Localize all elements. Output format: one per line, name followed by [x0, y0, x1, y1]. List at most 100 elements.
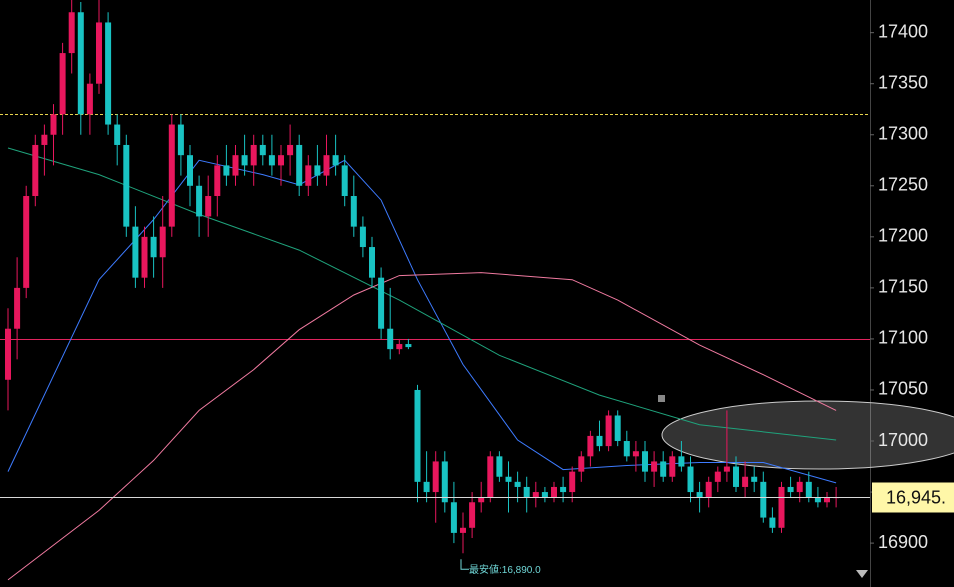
- candle-body: [196, 185, 203, 217]
- candle-body: [778, 486, 785, 528]
- moving-average: [7, 272, 837, 581]
- candle-body: [441, 461, 448, 503]
- moving-average: [7, 147, 837, 441]
- candle-body: [423, 481, 430, 493]
- candle-body: [496, 456, 503, 477]
- candle-body: [268, 155, 275, 166]
- marker-square: [658, 395, 665, 402]
- candle-body: [705, 481, 712, 498]
- candle-body: [514, 481, 521, 487]
- y-tick-label: 17000: [878, 430, 928, 450]
- candle-body: [77, 12, 84, 115]
- candle-body: [187, 155, 193, 186]
- candle-body: [405, 344, 412, 348]
- scroll-arrow[interactable]: [856, 570, 868, 578]
- y-tick-label: 17250: [878, 175, 928, 195]
- last-price-label: 16,945.: [886, 487, 946, 507]
- y-tick-label: 16900: [878, 532, 928, 552]
- candle-body: [814, 497, 821, 503]
- candle-body: [478, 497, 485, 503]
- candle-body: [614, 415, 621, 442]
- candle-body: [32, 144, 39, 197]
- candle-body: [23, 196, 30, 288]
- candle-body: [86, 83, 93, 115]
- candle-body: [432, 461, 439, 493]
- y-tick-label: 17400: [878, 21, 928, 41]
- candle-body: [214, 165, 221, 197]
- candle-body: [287, 144, 294, 156]
- candle-body: [569, 471, 576, 493]
- candle-body: [450, 502, 457, 533]
- candle-body: [596, 435, 603, 447]
- candle-body: [487, 456, 494, 498]
- y-tick-label: 17200: [878, 226, 928, 246]
- candle-body: [168, 124, 175, 227]
- candle-body: [669, 456, 676, 477]
- candle-body: [578, 456, 585, 472]
- candle-body: [114, 124, 121, 145]
- candle-body: [59, 53, 66, 115]
- candle-body: [642, 451, 648, 472]
- candle-body: [5, 328, 11, 380]
- candle-body: [50, 114, 57, 135]
- candle-body: [250, 144, 257, 166]
- candle-body: [177, 124, 184, 156]
- candle-body: [141, 236, 148, 278]
- candle-body: [505, 476, 512, 482]
- candle-body: [678, 456, 685, 467]
- candle-body: [359, 226, 366, 248]
- y-tick-label: 17150: [878, 277, 928, 297]
- candle-body: [387, 328, 394, 350]
- candle-body: [323, 155, 330, 176]
- candle-body: [132, 226, 139, 278]
- candle-body: [378, 277, 385, 329]
- candle-body: [150, 236, 157, 258]
- candle-body: [332, 155, 339, 166]
- last-price-box: [872, 482, 954, 513]
- candle-body: [587, 435, 594, 457]
- candle-body: [723, 466, 730, 472]
- candle-body: [714, 471, 721, 482]
- candle-body: [159, 226, 166, 258]
- candle-body: [259, 144, 266, 156]
- candle-body: [532, 492, 539, 498]
- candle-body: [41, 134, 48, 145]
- candle-body: [742, 476, 749, 487]
- candle-body: [305, 165, 312, 186]
- candle-body: [623, 441, 630, 457]
- candle-body: [396, 344, 403, 350]
- candle-body: [350, 196, 357, 227]
- candle-body: [123, 144, 130, 227]
- y-tick-label: 17100: [878, 328, 928, 348]
- candle-body: [241, 155, 248, 166]
- candle-body: [769, 517, 776, 528]
- y-tick-label: 17050: [878, 379, 928, 399]
- candle-body: [205, 196, 212, 217]
- candle-body: [296, 144, 303, 186]
- candle-body: [469, 502, 476, 528]
- candle-body: [560, 486, 567, 493]
- candle-body: [369, 247, 375, 278]
- candle-body: [651, 461, 658, 472]
- candle-body: [733, 466, 739, 487]
- candle-body: [751, 476, 758, 482]
- candle-body: [605, 415, 612, 447]
- candle-body: [232, 155, 239, 176]
- candle-body: [14, 287, 21, 329]
- candle-body: [787, 486, 794, 493]
- candle-body: [632, 451, 639, 457]
- candle-body: [341, 165, 348, 197]
- candle-body: [824, 497, 830, 503]
- low-arrow: [460, 559, 469, 570]
- candle-body: [796, 481, 803, 493]
- selection-ellipse: [661, 400, 954, 470]
- candle-body: [523, 486, 530, 498]
- candle-body: [223, 165, 230, 176]
- candle-body: [460, 527, 466, 533]
- candle-body: [278, 155, 284, 166]
- candle-body: [96, 22, 102, 84]
- candle-body: [696, 492, 703, 498]
- candle-body: [541, 492, 548, 498]
